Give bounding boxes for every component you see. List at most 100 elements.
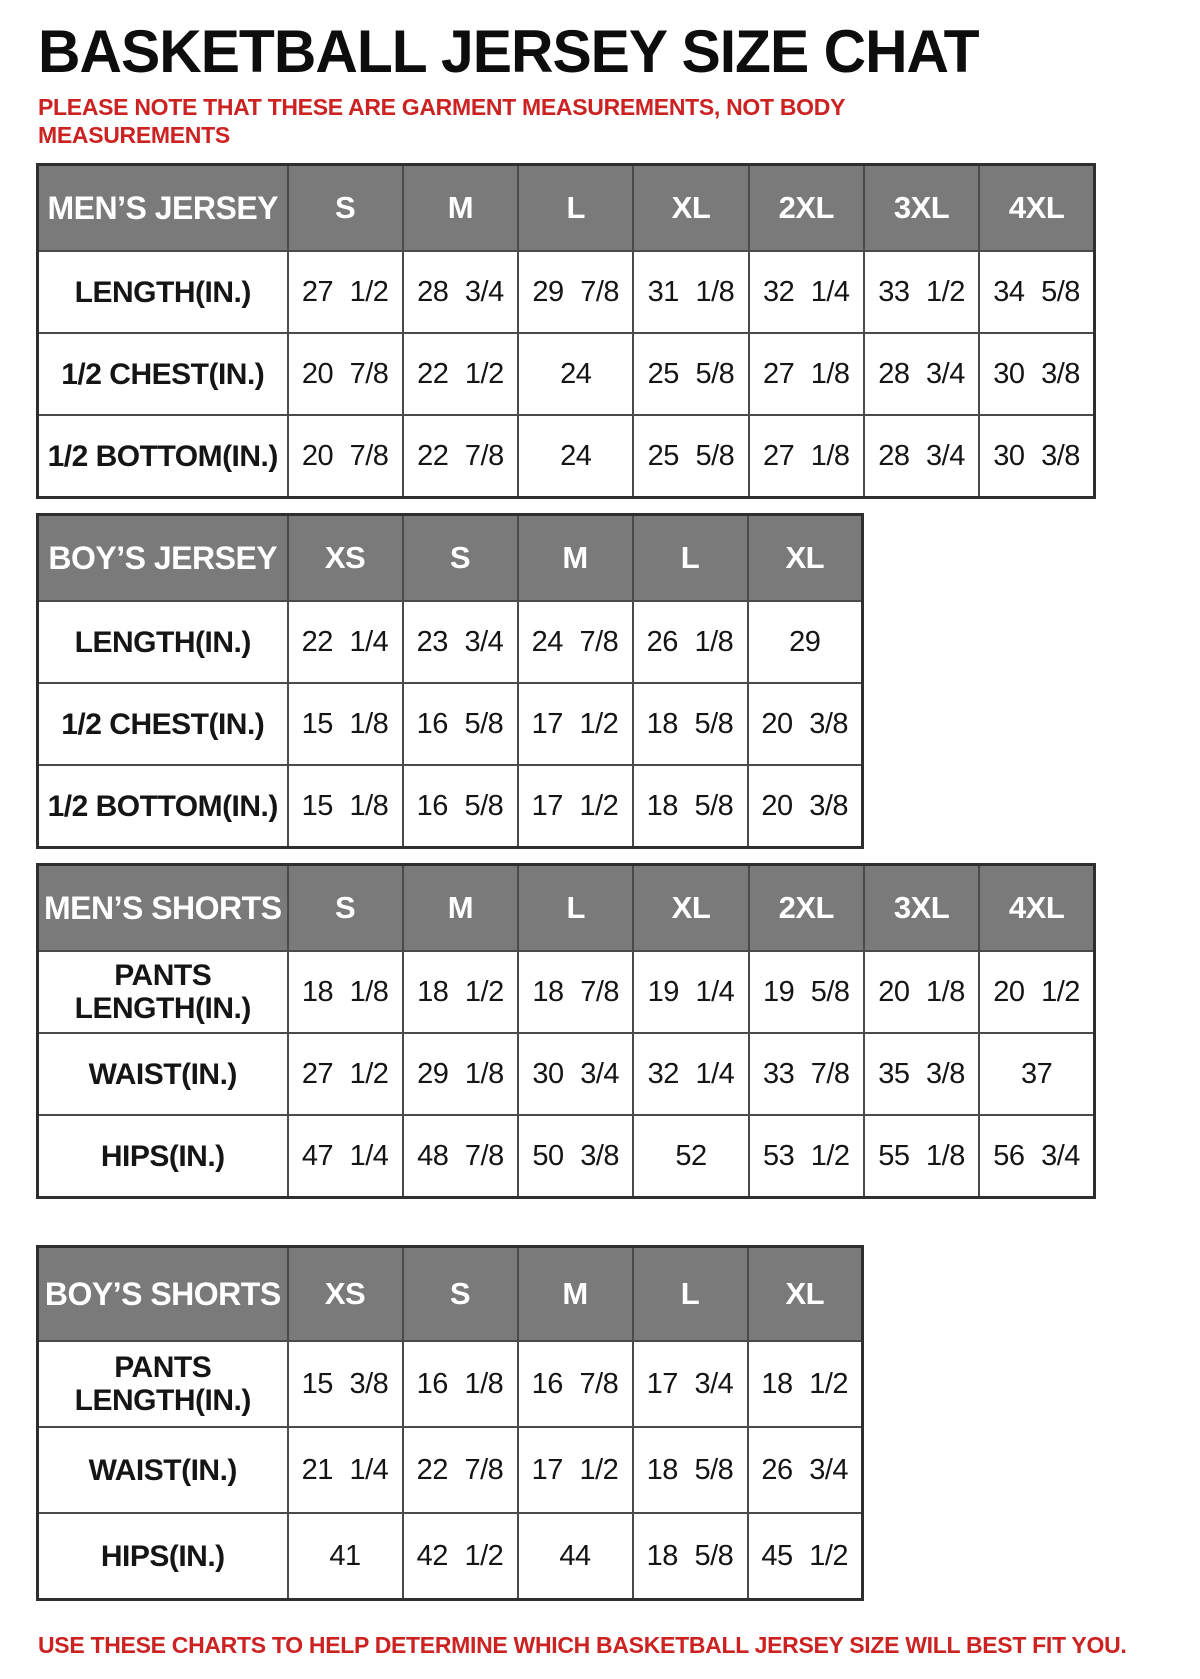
- measurement-value-cell: 29: [746, 600, 864, 685]
- measurement-value-cell: 48 7/8: [401, 1114, 520, 1199]
- measurement-value-cell: 18 5/8: [631, 682, 749, 767]
- table-row: HIPS(IN.) 41 42 1/2 44 18 5/8 45 1/2: [36, 1512, 864, 1601]
- measurement-label-cell: WAIST(IN.): [36, 1426, 289, 1515]
- measurement-value-cell: 44: [516, 1512, 634, 1601]
- measurement-label-cell: 1/2 CHEST(IN.): [36, 332, 289, 417]
- table-row: HIPS(IN.) 47 1/4 48 7/8 50 3/8 52 53 1/2 55 1/…: [36, 1114, 1096, 1199]
- measurement-value-cell: 30 3/8: [978, 332, 1096, 417]
- measurement-value-cell: 31 1/8: [632, 250, 750, 335]
- table-row: 1/2 BOTTOM(IN.) 15 1/8 16 5/8 17 1/2 18 5/8 2…: [36, 764, 864, 849]
- measurement-label-cell: HIPS(IN.): [36, 1512, 289, 1601]
- table-row: WAIST(IN.) 27 1/2 29 1/8 30 3/4 32 1/4 33 7/8…: [36, 1032, 1096, 1117]
- size-table-mens-jersey: MEN’S JERSEY S M L XL 2XL 3XL 4XL LENGTH(IN.) 27…: [36, 163, 1096, 500]
- measurement-value-cell: 24 7/8: [516, 600, 634, 685]
- size-header-cell: XS: [286, 513, 404, 603]
- measurement-value-cell: 17 1/2: [516, 764, 634, 849]
- table-row: PANTS LENGTH(IN.) 18 1/8 18 1/2 18 7/8 19 1/…: [36, 950, 1096, 1035]
- measurement-value-cell: 19 1/4: [632, 950, 750, 1035]
- size-table-mens-shorts: MEN’S SHORTS S M L XL 2XL 3XL 4XL PANTS LENGTH(…: [36, 863, 1096, 1200]
- measurement-value-cell: 27 1/8: [747, 332, 865, 417]
- measurement-label-cell: HIPS(IN.): [36, 1114, 289, 1199]
- measurement-label-cell: 1/2 BOTTOM(IN.): [36, 414, 289, 499]
- table-header-row: MEN’S JERSEY S M L XL 2XL 3XL 4XL: [36, 163, 1096, 253]
- measurement-label-cell: PANTS LENGTH(IN.): [36, 1340, 289, 1429]
- size-header-cell: 2XL: [747, 163, 865, 253]
- measurement-value-cell: 22 1/4: [286, 600, 404, 685]
- table-title-cell-mens-jersey: MEN’S JERSEY: [36, 163, 289, 253]
- size-header-cell: 2XL: [747, 863, 865, 953]
- measurement-value-cell: 22 7/8: [401, 414, 520, 499]
- measurement-value-cell: 16 7/8: [516, 1340, 634, 1429]
- measurement-value-cell: 20 3/8: [746, 764, 864, 849]
- measurement-value-cell: 28 3/4: [862, 332, 981, 417]
- table-row: LENGTH(IN.) 22 1/4 23 3/4 24 7/8 26 1/8 29: [36, 600, 864, 685]
- table-title-cell-boys-shorts: BOY’S SHORTS: [36, 1245, 289, 1343]
- measurement-value-cell: 18 5/8: [631, 1426, 749, 1515]
- size-header-cell: M: [516, 1245, 634, 1343]
- measurement-value-cell: 24: [517, 332, 635, 417]
- measurement-value-cell: 42 1/2: [401, 1512, 519, 1601]
- measurement-value-cell: 33 1/2: [862, 250, 981, 335]
- measurement-value-cell: 50 3/8: [517, 1114, 635, 1199]
- measurement-value-cell: 28 3/4: [862, 414, 981, 499]
- size-header-cell: M: [401, 163, 520, 253]
- measurement-value-cell: 27 1/2: [286, 1032, 404, 1117]
- size-header-cell: L: [631, 1245, 749, 1343]
- measurement-value-cell: 22 7/8: [401, 1426, 519, 1515]
- measurement-value-cell: 34 5/8: [978, 250, 1096, 335]
- measurement-value-cell: 56 3/4: [978, 1114, 1096, 1199]
- measurement-value-cell: 18 5/8: [631, 1512, 749, 1601]
- size-header-cell: M: [516, 513, 634, 603]
- measurement-value-cell: 15 1/8: [286, 682, 404, 767]
- size-table-boys-shorts: BOY’S SHORTS XS S M L XL PANTS LENGTH(IN.) 15 …: [36, 1245, 864, 1602]
- measurement-value-cell: 27 1/2: [286, 250, 404, 335]
- measurement-value-cell: 32 1/4: [632, 1032, 750, 1117]
- measurement-value-cell: 18 5/8: [631, 764, 749, 849]
- size-header-cell: L: [517, 163, 635, 253]
- table-row: 1/2 CHEST(IN.) 15 1/8 16 5/8 17 1/2 18 5/8 20…: [36, 682, 864, 767]
- measurement-value-cell: 15 3/8: [286, 1340, 404, 1429]
- table-row: WAIST(IN.) 21 1/4 22 7/8 17 1/2 18 5/8 26 3/4: [36, 1426, 864, 1515]
- best-fit-note: USE THESE CHARTS TO HELP DETERMINE WHICH…: [38, 1632, 1127, 1659]
- measurement-value-cell: 37: [978, 1032, 1096, 1117]
- table-header-row: BOY’S SHORTS XS S M L XL: [36, 1245, 864, 1343]
- measurement-value-cell: 26 3/4: [746, 1426, 864, 1515]
- measurement-label-cell: WAIST(IN.): [36, 1032, 289, 1117]
- size-header-cell: L: [517, 863, 635, 953]
- measurement-value-cell: 29 1/8: [401, 1032, 520, 1117]
- size-header-cell: XS: [286, 1245, 404, 1343]
- measurement-value-cell: 18 7/8: [517, 950, 635, 1035]
- size-header-cell: 3XL: [862, 863, 981, 953]
- size-tables-container: MEN’S JERSEY S M L XL 2XL 3XL 4XL LENGTH(IN.) 27…: [36, 163, 1200, 1602]
- measurement-value-cell: 52: [632, 1114, 750, 1199]
- measurement-value-cell: 18 1/8: [286, 950, 404, 1035]
- measurement-value-cell: 25 5/8: [632, 414, 750, 499]
- table-title-cell-mens-shorts: MEN’S SHORTS: [36, 863, 289, 953]
- measurement-value-cell: 20 3/8: [746, 682, 864, 767]
- table-header-row: BOY’S JERSEY XS S M L XL: [36, 513, 864, 603]
- size-header-cell: L: [631, 513, 749, 603]
- table-row: 1/2 CHEST(IN.) 20 7/8 22 1/2 24 25 5/8 27 1/8…: [36, 332, 1096, 417]
- table-title-cell-boys-jersey: BOY’S JERSEY: [36, 513, 289, 603]
- measurement-value-cell: 32 1/4: [747, 250, 865, 335]
- measurement-label-cell: LENGTH(IN.): [36, 250, 289, 335]
- measurement-value-cell: 27 1/8: [747, 414, 865, 499]
- measurement-value-cell: 22 1/2: [401, 332, 520, 417]
- measurement-value-cell: 30 3/4: [517, 1032, 635, 1117]
- size-header-cell: XL: [746, 513, 864, 603]
- measurement-value-cell: 20 7/8: [286, 414, 404, 499]
- measurement-value-cell: 20 1/8: [862, 950, 981, 1035]
- size-header-cell: XL: [632, 163, 750, 253]
- measurement-value-cell: 33 7/8: [747, 1032, 865, 1117]
- table-header-row: MEN’S SHORTS S M L XL 2XL 3XL 4XL: [36, 863, 1096, 953]
- measurement-value-cell: 55 1/8: [862, 1114, 981, 1199]
- measurement-label-cell: LENGTH(IN.): [36, 600, 289, 685]
- measurement-value-cell: 20 7/8: [286, 332, 404, 417]
- table-row: PANTS LENGTH(IN.) 15 3/8 16 1/8 16 7/8 17 3/…: [36, 1340, 864, 1429]
- measurement-value-cell: 16 5/8: [401, 682, 519, 767]
- measurement-value-cell: 20 1/2: [978, 950, 1096, 1035]
- measurement-value-cell: 21 1/4: [286, 1426, 404, 1515]
- page-title: BASKETBALL JERSEY SIZE CHAT: [38, 18, 980, 85]
- size-header-cell: XL: [632, 863, 750, 953]
